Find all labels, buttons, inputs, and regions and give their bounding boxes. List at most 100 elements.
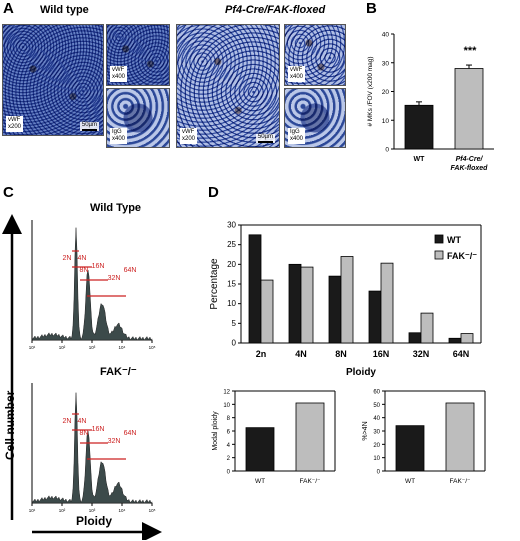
histogram-x-tick-label: 10⁴ xyxy=(119,508,126,513)
x-tick-label: 2n xyxy=(256,349,267,359)
panel-letter-d: D xyxy=(208,184,219,201)
ploidy-marker-label: 32N xyxy=(108,438,121,445)
wt-igg-x400-image: IgG x400 xyxy=(106,88,170,148)
y-tick-label: 8 xyxy=(227,416,231,422)
y-tick-label: 10 xyxy=(223,403,230,409)
y-tick-label: 10 xyxy=(373,456,380,462)
ploidy-axis-label: Ploidy xyxy=(76,514,112,528)
bar xyxy=(454,68,484,150)
ploidy-marker-label: 16N xyxy=(92,426,105,433)
y-tick-label: 4 xyxy=(227,443,231,449)
y-tick-label: 15 xyxy=(227,280,236,289)
histogram-area xyxy=(31,392,153,504)
y-tick-label: 0 xyxy=(385,147,389,154)
y-tick-label: 0 xyxy=(377,470,381,476)
ploidy-marker-label: 64N xyxy=(124,267,137,274)
y-axis-label: # MKs /FOV (x200 mag) xyxy=(367,56,374,126)
bar xyxy=(448,337,462,344)
histogram-x-tick-label: 10¹ xyxy=(29,508,36,513)
bar xyxy=(260,279,274,344)
y-tick-label: 0 xyxy=(227,470,231,476)
bar xyxy=(245,427,275,472)
x-tick-label: Pf4-Cre/ xyxy=(456,156,484,163)
histogram-x-tick-label: 10³ xyxy=(89,345,96,350)
bar xyxy=(460,333,474,344)
y-tick-label: 40 xyxy=(382,32,390,39)
panel-c-wild-type-title: Wild Type xyxy=(90,202,142,214)
bar xyxy=(295,402,325,472)
panel-a-fak-title: Pf4-Cre/FAK-floxed xyxy=(225,4,326,16)
ploidy-marker-label: 32N xyxy=(108,275,121,282)
ploidy-marker-label: 4N xyxy=(78,255,87,262)
x-tick-label: FAK⁻/⁻ xyxy=(450,478,472,485)
panel-d-percent-gt4n-chart: 0 10 20 30 40 50 60 WT FAK⁻/⁻ %>4N xyxy=(362,390,486,485)
y-tick-label: 2 xyxy=(227,456,231,462)
y-tick-label: 30 xyxy=(382,60,390,67)
bar xyxy=(248,234,262,344)
panel-c-fak-title: FAK⁻/⁻ xyxy=(100,366,137,378)
ploidy-marker-label: 2N xyxy=(63,418,72,425)
ploidy-marker-label: 2N xyxy=(63,255,72,262)
wt-scale-bar: 50µm xyxy=(79,122,99,131)
wt-vwf-x200-label: vWF x200 xyxy=(6,116,24,132)
panel-c-histograms: Cell number Ploidy 10¹ 10² 10³ 10⁴ 10⁵ 2N 4N 8N… xyxy=(2,214,162,540)
x-tick-label: 64N xyxy=(453,349,470,359)
bar xyxy=(368,290,382,344)
ploidy-marker-label: 4N xyxy=(78,418,87,425)
y-tick-label: 12 xyxy=(223,390,230,396)
bar xyxy=(445,402,475,472)
bar xyxy=(404,104,434,150)
panel-letter-c: C xyxy=(3,184,14,201)
bar xyxy=(420,312,434,344)
fak-igg-x400-label: IgG x400 xyxy=(288,128,306,144)
wt-vwf-x400-label: vWF x400 xyxy=(110,66,128,82)
histogram-x-tick-label: 10¹ xyxy=(29,345,36,350)
bar xyxy=(408,332,422,344)
x-tick-label: WT xyxy=(255,478,265,485)
x-tick-label: 16N xyxy=(373,349,390,359)
y-tick-label: 30 xyxy=(373,430,380,436)
histogram-x-tick-label: 10² xyxy=(59,345,66,350)
ploidy-marker-label: 16N xyxy=(92,263,105,270)
histogram-x-tick-label: 10⁴ xyxy=(119,345,126,350)
panel-a-wild-type-title: Wild type xyxy=(40,4,89,16)
significance-stars: *** xyxy=(464,45,478,57)
y-tick-label: 10 xyxy=(382,118,390,125)
y-tick-label: 50 xyxy=(373,403,380,409)
wt-vwf-x400-image: vWF x400 xyxy=(106,24,170,86)
bar xyxy=(395,425,425,472)
ploidy-marker-label: 8N xyxy=(80,430,89,437)
legend-label: WT xyxy=(447,235,461,245)
x-tick-label: WT xyxy=(414,156,426,163)
x-axis-label: Ploidy xyxy=(346,367,376,378)
bar xyxy=(288,263,302,344)
fak-igg-x400-image: IgG x400 xyxy=(284,88,346,148)
fak-vwf-x200-label: vWF x200 xyxy=(180,128,198,144)
y-tick-label: 25 xyxy=(227,240,236,249)
histogram-x-tick-label: 10⁵ xyxy=(149,345,156,350)
fak-scale-bar: 50µm xyxy=(255,134,275,143)
ploidy-marker-label: 64N xyxy=(124,430,137,437)
panel-d-ploidy-chart: 0 5 10 15 20 25 30 2n 4N 8N 16N 32N 64N Percentage Plo… xyxy=(209,221,482,378)
y-tick-label: 40 xyxy=(373,416,380,422)
panel-letter-a: A xyxy=(3,0,14,17)
x-tick-label: FAK-floxed xyxy=(451,165,489,172)
x-tick-label: 32N xyxy=(413,349,430,359)
fak-vwf-x200-image: vWF x200 50µm xyxy=(176,24,280,148)
wt-vwf-x200-image: vWF x200 50µm xyxy=(2,24,104,136)
panel-d-modal-ploidy-chart: 0 2 4 6 8 10 12 WT FAK⁻/⁻ Modal ploidy xyxy=(212,390,336,485)
panel-b-chart: 0 10 20 30 40 WT Pf4-Cre/FAK-floxed # MKs /FOV … xyxy=(367,32,494,172)
y-tick-label: 20 xyxy=(227,260,236,269)
bar xyxy=(328,275,342,344)
legend-swatch xyxy=(434,234,444,244)
y-tick-label: 5 xyxy=(232,319,237,328)
cell-number-axis-label: Cell number xyxy=(3,390,17,460)
x-tick-label: 4N xyxy=(295,349,307,359)
y-tick-label: 6 xyxy=(227,430,231,436)
bar xyxy=(340,256,354,344)
y-tick-label: 10 xyxy=(227,299,236,308)
histogram-x-tick-label: 10³ xyxy=(89,508,96,513)
ploidy-marker-label: 8N xyxy=(80,267,89,274)
x-tick-label: 8N xyxy=(335,349,347,359)
legend-swatch xyxy=(434,250,444,260)
